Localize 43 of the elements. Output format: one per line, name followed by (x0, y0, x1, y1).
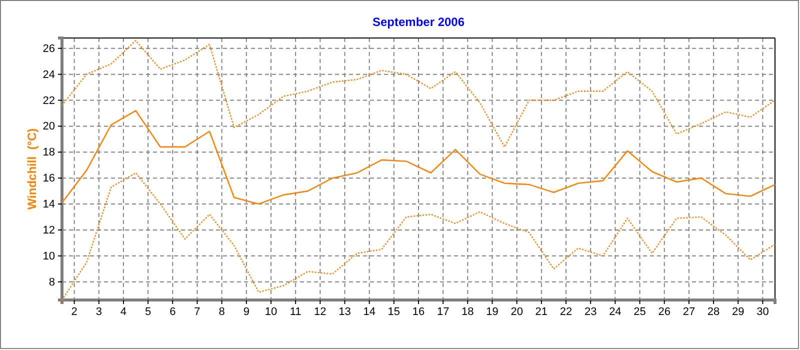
y-tick-label: 10 (42, 250, 55, 262)
y-tick-label: 22 (42, 94, 55, 107)
line-series (61, 110, 776, 205)
x-tick-label: 25 (634, 306, 646, 318)
y-tick-label: 26 (42, 42, 55, 55)
x-tick-label: 10 (264, 306, 278, 318)
x-tick-label: 22 (560, 306, 572, 318)
x-tick-label: 4 (120, 306, 127, 318)
y-tick-label: 12 (42, 224, 55, 236)
x-tick-label: 6 (170, 306, 176, 318)
x-tick-label: 9 (243, 306, 250, 318)
x-tick-label: 7 (194, 306, 200, 318)
x-tick-label: 16 (412, 306, 425, 318)
x-tick-label: 5 (144, 306, 152, 318)
x-tick-label: 2 (71, 306, 78, 318)
y-axis-title: Windchill (°C) (25, 128, 39, 210)
x-tick-label: 29 (732, 306, 744, 318)
x-tick-label: 30 (756, 306, 769, 318)
x-tick-label: 19 (486, 306, 498, 318)
x-tick-label: 23 (584, 306, 597, 318)
x-tick-label: 13 (338, 306, 351, 318)
y-tick-label: 16 (42, 172, 55, 185)
x-tick-label: 11 (290, 306, 302, 318)
y-tick-label: 8 (48, 276, 55, 288)
x-tick-label: 14 (363, 306, 376, 318)
x-tick-label: 21 (535, 306, 548, 318)
y-tick-label: 14 (42, 198, 55, 211)
x-tick-label: 3 (96, 306, 102, 318)
x-tick-label: 18 (462, 306, 474, 318)
x-tick-label: 27 (682, 306, 696, 318)
x-tick-label: 26 (658, 306, 670, 318)
x-tick-label: 17 (436, 306, 450, 318)
x-tick-label: 24 (609, 306, 622, 318)
x-tick-label: 12 (314, 306, 326, 318)
x-tick-label: 15 (388, 306, 400, 318)
chart-title: September 2006 (372, 15, 465, 29)
y-tick-label: 20 (42, 120, 55, 133)
x-tick-label: 8 (218, 306, 225, 318)
y-tick-label: 18 (42, 146, 55, 159)
line-series (61, 172, 776, 301)
x-tick-label: 20 (510, 306, 523, 318)
y-tick-label: 24 (42, 68, 55, 81)
x-tick-label: 28 (707, 306, 720, 318)
